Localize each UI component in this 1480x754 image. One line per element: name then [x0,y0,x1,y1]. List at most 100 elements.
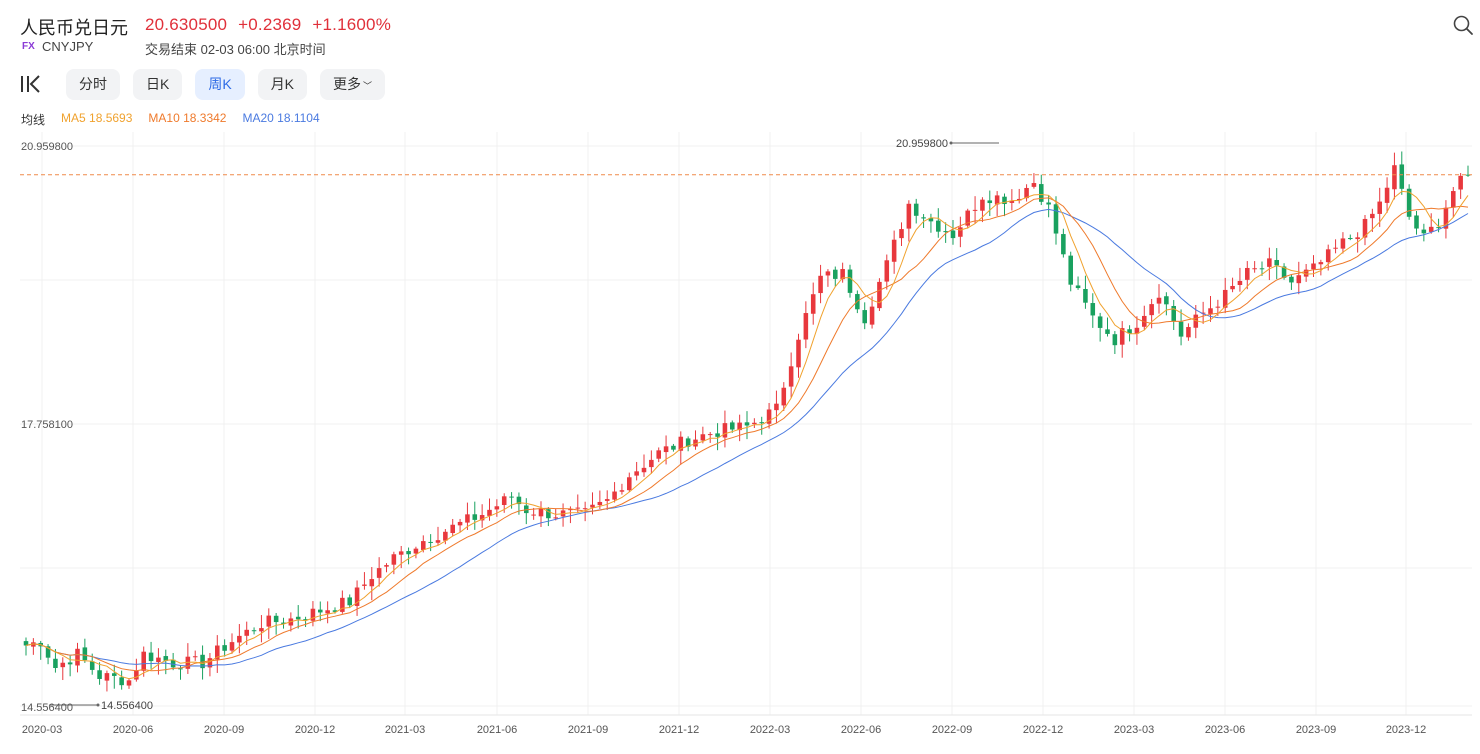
candle-down [1075,285,1081,289]
x-tick-label: 2021-12 [659,724,699,736]
candle-down [685,438,691,447]
fx-badge: FX [22,41,35,52]
candle-down [82,647,88,661]
x-tick-label: 2022-03 [750,724,790,736]
tab-intraday[interactable]: 分时 [66,69,120,100]
candle-up [266,615,272,627]
search-icon[interactable] [1452,14,1474,36]
candle-up [840,269,845,280]
candle-up [1230,285,1235,290]
candle-down [1406,188,1412,217]
candle-up [958,227,963,237]
candle-down [1068,255,1073,285]
candle-up [693,439,698,447]
candle-up [450,524,455,534]
candle-up [869,306,875,325]
candle-up [700,434,706,441]
candle-down [950,230,956,239]
candle-up [259,628,264,632]
candle-up [1252,268,1257,270]
candle-up [641,467,647,473]
price-change-pct: +1.1600% [312,15,392,34]
tab-more[interactable]: 更多 ﹀ [320,69,386,100]
candle-up [376,568,382,578]
candle-down [759,422,764,424]
tab-weekly-k[interactable]: 周K [195,69,245,100]
kline-icon[interactable] [20,74,42,94]
candle-down [89,661,95,670]
candle-down [45,646,51,658]
tab-monthly-k[interactable]: 月K [257,69,308,100]
candle-down [1399,164,1405,189]
x-tick-label: 2023-12 [1386,724,1426,736]
candle-up [354,587,360,606]
candle-down [178,668,183,670]
candle-down [1414,215,1419,229]
candle-up [1016,198,1022,201]
candle-up [421,541,426,550]
ma5-line [25,190,1469,680]
candle-down [744,422,750,426]
candle-up [1392,165,1397,190]
candle-down [1281,266,1287,278]
candle-up [1237,280,1243,285]
candle-up [766,409,772,424]
candle-up [1134,327,1140,334]
candle-down [671,445,676,450]
candle-down [1097,316,1103,328]
candle-down [921,217,926,219]
price-change: +0.2369 [238,15,302,34]
candle-up [1215,306,1221,308]
candle-down [347,597,352,606]
candle-up [634,471,639,476]
candle-up [774,403,779,411]
candle-up [1311,263,1316,270]
candle-up [796,339,801,368]
candle-down [295,616,301,620]
candle-up [134,670,139,680]
candle-up [340,597,345,612]
candle-up [1458,175,1463,190]
ma20-line [25,208,1469,667]
candle-down [1171,305,1176,322]
candle-down [273,615,279,623]
candle-down [928,217,934,222]
candle-up [141,651,146,671]
trading-status: 交易结束 02-03 06:00 北京时间 [145,42,326,57]
candle-down [1002,196,1007,205]
candle-up [538,508,544,517]
high-label: 20.959800 [896,138,948,150]
candle-up [494,506,500,510]
candle-up [501,496,507,505]
tab-daily-k[interactable]: 日K [133,69,183,100]
candle-down [1178,321,1184,337]
ma-lines [25,190,1469,680]
candle-up [891,239,897,262]
ma10-line [25,197,1469,672]
candle-up [604,499,610,501]
candle-up [678,436,684,451]
candle-down [97,670,102,679]
candle-down [1090,303,1096,316]
candle-up [781,387,787,406]
candle-down [200,654,205,669]
x-axis: 2020-03 2020-06 2020-09 2020-12 2021-03 2021-… [20,714,1472,736]
last-price: 20.630500 [145,15,228,34]
ma10-value: MA10 18.3342 [148,111,227,125]
candle-up [803,313,809,340]
ma-legend: 均线 MA5 18.5693 MA10 18.3342 MA20 18.1104 [21,111,320,128]
candle-up [1355,237,1360,240]
candle-down [1274,260,1279,266]
candle-up [1443,207,1449,229]
candle-up [435,540,441,543]
candle-down [1039,184,1044,202]
candle-down [1083,289,1088,303]
candle-down [509,496,514,498]
candle-up [60,662,66,668]
candle-up [612,491,617,500]
candle-down [303,619,308,621]
candle-down [332,610,338,612]
candle-up [479,515,485,521]
candle-down [53,658,58,669]
